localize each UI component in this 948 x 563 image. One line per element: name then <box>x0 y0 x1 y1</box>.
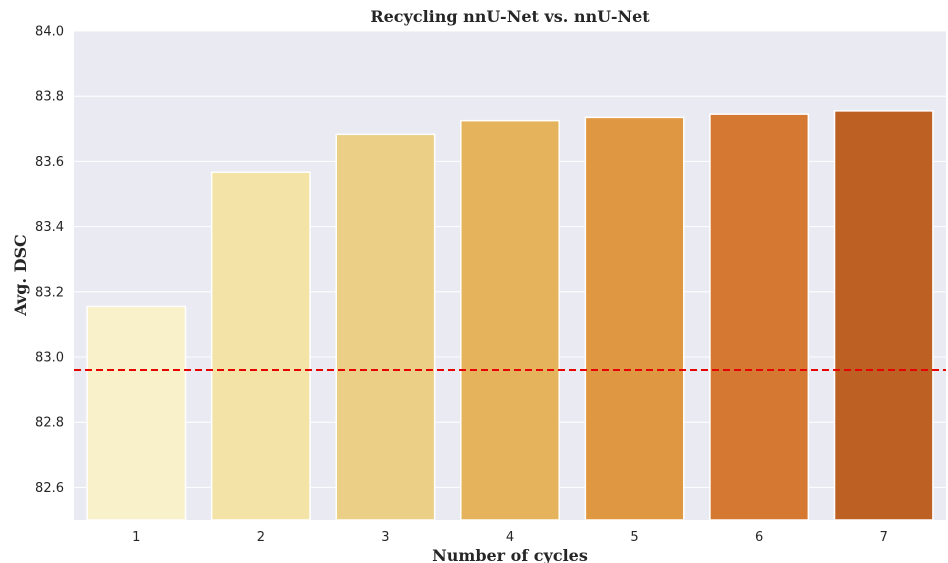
bars-group <box>86 110 934 521</box>
y-tick-label: 83.6 <box>35 155 64 170</box>
bar-5 <box>584 116 685 521</box>
x-axis-label: Number of cycles <box>432 546 588 563</box>
bar-6 <box>709 113 810 521</box>
x-tick-label: 4 <box>506 530 514 545</box>
x-tick-label: 7 <box>880 530 888 545</box>
y-tick-label: 84.0 <box>35 25 64 40</box>
bar-4 <box>460 119 560 521</box>
y-tick-label: 82.6 <box>35 481 64 496</box>
x-tick-labels: 1 2 3 4 5 6 7 <box>132 530 888 545</box>
y-tick-label: 83.4 <box>35 220 64 235</box>
y-tick-label: 83.8 <box>35 90 64 105</box>
bar-2 <box>210 171 311 521</box>
bar-3 <box>335 133 436 521</box>
x-tick-label: 6 <box>755 530 763 545</box>
y-tick-label: 82.8 <box>35 416 64 431</box>
x-tick-label: 1 <box>132 530 140 545</box>
chart-title: Recycling nnU-Net vs. nnU-Net <box>370 7 650 26</box>
y-tick-label: 83.0 <box>35 351 64 366</box>
y-axis-label: Avg. DSC <box>11 234 30 317</box>
bar-1 <box>86 305 187 521</box>
y-tick-labels: 82.6 82.8 83.0 83.2 83.4 83.6 83.8 84.0 <box>35 25 64 496</box>
x-tick-label: 5 <box>630 530 638 545</box>
x-tick-label: 2 <box>257 530 265 545</box>
x-tick-label: 3 <box>381 530 389 545</box>
y-tick-label: 83.2 <box>35 285 64 300</box>
bar-7 <box>833 110 934 521</box>
